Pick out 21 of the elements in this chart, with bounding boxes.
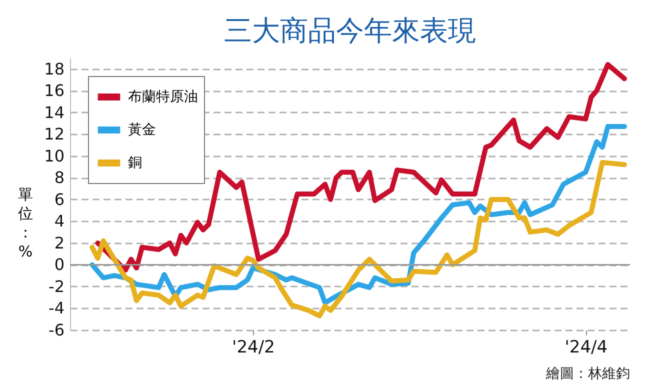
text: 繪圖：林維鈞	[545, 366, 630, 382]
x-tick-label: '24/4	[564, 338, 608, 358]
y-tick-label: 12	[44, 124, 64, 144]
y-tick-label: 14	[44, 102, 64, 122]
legend-label: 黃金	[128, 122, 156, 138]
y-tick-label: 2	[54, 233, 64, 252]
legend-label: 布蘭特原油	[128, 89, 198, 105]
legend-label: 銅	[128, 155, 142, 171]
y-tick-label: 0	[54, 255, 64, 274]
x-tick-label: '24/2	[232, 338, 275, 358]
y-tick-label: 16	[44, 81, 64, 100]
y-tick-label: 8	[54, 168, 64, 188]
y-tick-label: 6	[54, 190, 64, 209]
y-tick-label: -4	[48, 298, 64, 318]
chart-title: 三大商品今年來表現	[224, 14, 476, 47]
y-tick-label: -6	[48, 320, 64, 340]
y-tick-label: 10	[44, 146, 64, 166]
y-tick-label: 4	[54, 212, 64, 231]
y-tick-label: 18	[44, 59, 64, 78]
y-tick-label: -2	[48, 276, 64, 296]
y-axis-title: 單位：%	[18, 186, 33, 260]
